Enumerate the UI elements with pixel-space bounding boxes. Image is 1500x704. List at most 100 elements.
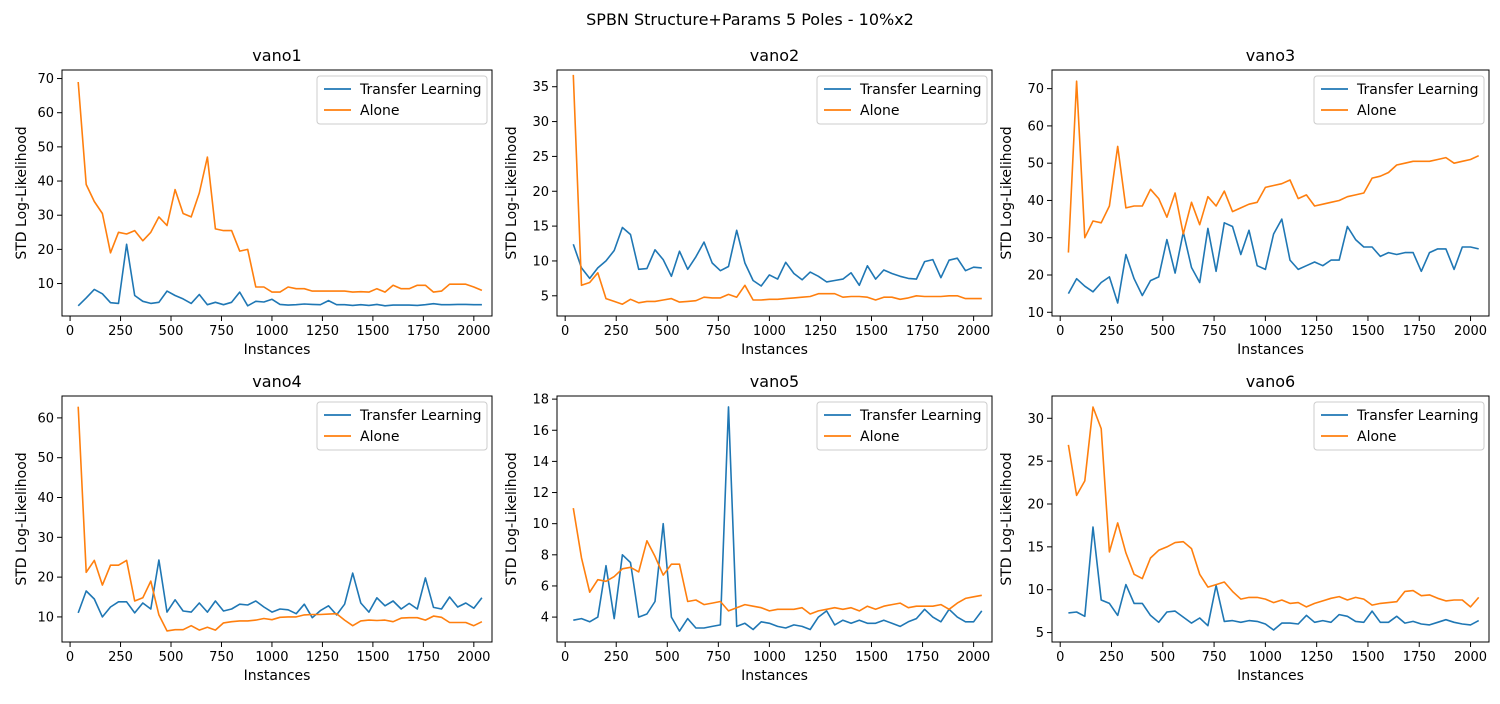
subplot-title: vano1 bbox=[252, 46, 301, 65]
y-tick-label: 20 bbox=[532, 185, 549, 200]
series-line-transfer-learning bbox=[77, 243, 482, 307]
legend-label: Transfer Learning bbox=[359, 82, 482, 98]
x-tick-label: 1750 bbox=[407, 650, 440, 665]
y-tick-label: 35 bbox=[532, 80, 549, 95]
x-tick-label: 1000 bbox=[1249, 324, 1282, 339]
legend-box bbox=[816, 75, 988, 125]
x-tick-label: 500 bbox=[655, 324, 680, 339]
x-tick-label: 250 bbox=[108, 650, 133, 665]
legend-label: Alone bbox=[360, 103, 400, 119]
y-tick-label: 50 bbox=[1027, 157, 1044, 172]
x-tick-label: 0 bbox=[1056, 324, 1064, 339]
x-tick-label: 1750 bbox=[1403, 324, 1436, 339]
x-tick-label: 0 bbox=[561, 650, 569, 665]
y-tick-label: 10 bbox=[1027, 306, 1044, 321]
legend-label: Alone bbox=[860, 103, 900, 119]
x-tick-label: 1000 bbox=[255, 650, 288, 665]
y-tick-label: 30 bbox=[37, 209, 54, 224]
x-tick-label: 2000 bbox=[957, 650, 990, 665]
x-tick-label: 0 bbox=[66, 324, 74, 339]
x-tick-label: 750 bbox=[1202, 650, 1227, 665]
x-tick-label: 1000 bbox=[1249, 650, 1282, 665]
y-axis-label: STD Log-Likelihood bbox=[504, 452, 520, 585]
series-line-alone bbox=[572, 507, 982, 615]
legend-label: Alone bbox=[1357, 103, 1397, 119]
x-tick-label: 1500 bbox=[1351, 324, 1384, 339]
legend-label: Transfer Learning bbox=[859, 408, 982, 424]
x-tick-label: 2000 bbox=[1454, 324, 1487, 339]
legend: Transfer Learning Alone bbox=[816, 75, 988, 125]
x-tick-label: 1500 bbox=[1351, 650, 1384, 665]
subplot-title: vano5 bbox=[750, 372, 799, 391]
legend-box bbox=[1313, 75, 1485, 125]
x-tick-label: 750 bbox=[1202, 324, 1227, 339]
y-tick-label: 25 bbox=[1027, 455, 1044, 470]
legend-label: Transfer Learning bbox=[1356, 82, 1479, 98]
x-tick-label: 1500 bbox=[855, 324, 888, 339]
x-tick-label: 1750 bbox=[906, 324, 939, 339]
legend: Transfer Learning Alone bbox=[316, 75, 488, 125]
y-axis-label: STD Log-Likelihood bbox=[999, 452, 1015, 585]
x-tick-label: 1250 bbox=[1300, 650, 1333, 665]
y-tick-label: 10 bbox=[37, 610, 54, 625]
y-tick-label: 15 bbox=[532, 220, 549, 235]
x-tick-label: 1000 bbox=[753, 324, 786, 339]
x-tick-label: 250 bbox=[1099, 324, 1124, 339]
legend-box bbox=[316, 75, 488, 125]
y-tick-label: 10 bbox=[1027, 583, 1044, 598]
x-tick-label: 1250 bbox=[1300, 324, 1333, 339]
x-axis-label: Instances bbox=[1237, 668, 1304, 684]
y-axis-label: STD Log-Likelihood bbox=[504, 126, 520, 259]
x-tick-label: 500 bbox=[159, 324, 184, 339]
x-tick-label: 250 bbox=[108, 324, 133, 339]
x-tick-label: 0 bbox=[561, 324, 569, 339]
legend-label: Transfer Learning bbox=[359, 408, 482, 424]
x-tick-label: 1500 bbox=[356, 650, 389, 665]
subplot-title: vano4 bbox=[252, 372, 301, 391]
y-tick-label: 8 bbox=[541, 548, 549, 563]
x-tick-label: 750 bbox=[209, 650, 234, 665]
y-axis-label: STD Log-Likelihood bbox=[999, 126, 1015, 259]
axes-frame bbox=[556, 395, 993, 643]
y-tick-label: 14 bbox=[532, 455, 549, 470]
x-tick-label: 250 bbox=[604, 650, 629, 665]
x-axis-label: Instances bbox=[741, 668, 808, 684]
series-line-alone bbox=[572, 74, 982, 306]
legend-label: Transfer Learning bbox=[859, 82, 982, 98]
y-tick-label: 18 bbox=[532, 393, 549, 408]
y-tick-label: 6 bbox=[541, 579, 549, 594]
x-tick-label: 500 bbox=[1150, 324, 1175, 339]
y-tick-label: 16 bbox=[532, 424, 549, 439]
legend-label: Alone bbox=[860, 429, 900, 445]
x-tick-label: 1500 bbox=[855, 650, 888, 665]
series-line-alone bbox=[77, 406, 483, 632]
y-tick-label: 20 bbox=[1027, 269, 1044, 284]
y-tick-label: 50 bbox=[37, 451, 54, 466]
x-tick-label: 1750 bbox=[407, 324, 440, 339]
series-line-transfer-learning bbox=[572, 226, 982, 287]
subplot-1: vano1 0 250 500 750 1000 1250 1500 1750 2000 10 20 3… bbox=[14, 46, 493, 358]
y-axis-label: STD Log-Likelihood bbox=[14, 126, 30, 259]
x-tick-label: 500 bbox=[655, 650, 680, 665]
y-tick-label: 70 bbox=[1027, 82, 1044, 97]
y-tick-label: 60 bbox=[1027, 119, 1044, 134]
x-tick-label: 500 bbox=[1150, 650, 1175, 665]
x-tick-label: 1250 bbox=[306, 650, 339, 665]
x-tick-label: 1250 bbox=[306, 324, 339, 339]
legend: Transfer Learning Alone bbox=[1313, 75, 1485, 125]
x-tick-label: 1250 bbox=[804, 650, 837, 665]
y-tick-label: 20 bbox=[37, 571, 54, 586]
x-tick-label: 1250 bbox=[804, 324, 837, 339]
x-tick-label: 750 bbox=[209, 324, 234, 339]
y-tick-label: 20 bbox=[37, 243, 54, 258]
axes-frame bbox=[61, 395, 493, 643]
y-tick-label: 10 bbox=[532, 254, 549, 269]
x-tick-label: 750 bbox=[706, 650, 731, 665]
x-tick-label: 2000 bbox=[1454, 650, 1487, 665]
x-tick-label: 0 bbox=[1056, 650, 1064, 665]
x-tick-label: 0 bbox=[66, 650, 74, 665]
x-tick-label: 2000 bbox=[957, 324, 990, 339]
legend-label: Alone bbox=[360, 429, 400, 445]
